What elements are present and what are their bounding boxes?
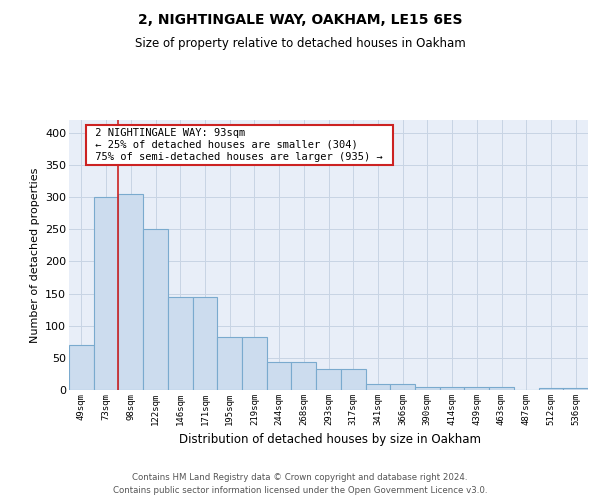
Bar [415, 387, 440, 390]
Bar [341, 370, 365, 390]
Text: Distribution of detached houses by size in Oakham: Distribution of detached houses by size … [179, 432, 481, 446]
Bar [168, 297, 193, 390]
Bar [390, 384, 415, 390]
Bar [563, 388, 588, 390]
Bar [94, 197, 118, 390]
Bar [267, 362, 292, 390]
Y-axis label: Number of detached properties: Number of detached properties [29, 168, 40, 342]
Bar [69, 345, 94, 390]
Bar [489, 387, 514, 390]
Bar [292, 362, 316, 390]
Text: Contains HM Land Registry data © Crown copyright and database right 2024.: Contains HM Land Registry data © Crown c… [132, 472, 468, 482]
Bar [143, 230, 168, 390]
Bar [365, 384, 390, 390]
Text: Size of property relative to detached houses in Oakham: Size of property relative to detached ho… [134, 38, 466, 51]
Bar [440, 387, 464, 390]
Text: Contains public sector information licensed under the Open Government Licence v3: Contains public sector information licen… [113, 486, 487, 495]
Bar [118, 194, 143, 390]
Bar [193, 297, 217, 390]
Text: 2, NIGHTINGALE WAY, OAKHAM, LE15 6ES: 2, NIGHTINGALE WAY, OAKHAM, LE15 6ES [138, 12, 462, 26]
Bar [464, 387, 489, 390]
Bar [539, 388, 563, 390]
Bar [316, 370, 341, 390]
Text: 2 NIGHTINGALE WAY: 93sqm
 ← 25% of detached houses are smaller (304)
 75% of sem: 2 NIGHTINGALE WAY: 93sqm ← 25% of detach… [89, 128, 389, 162]
Bar [242, 338, 267, 390]
Bar [217, 338, 242, 390]
